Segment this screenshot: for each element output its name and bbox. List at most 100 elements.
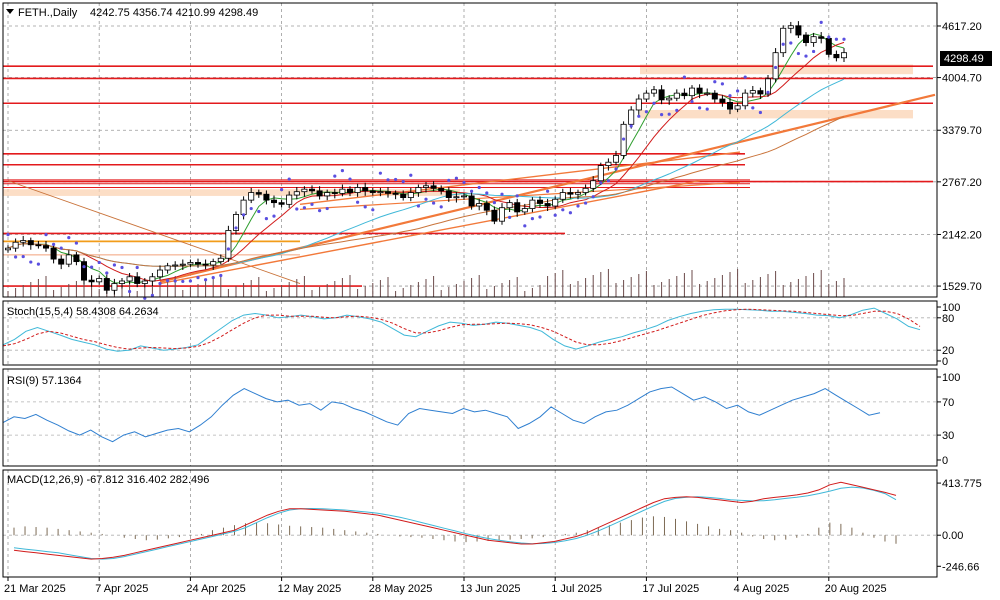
candle-body bbox=[5, 247, 11, 251]
sar-dot bbox=[812, 49, 816, 54]
sar-dot bbox=[470, 189, 474, 193]
sar-dot bbox=[21, 254, 25, 259]
sar-dot bbox=[378, 171, 382, 175]
candle-body bbox=[658, 89, 665, 101]
x-tick-label: 20 Aug 2025 bbox=[825, 583, 887, 595]
rsi-line bbox=[2, 386, 881, 443]
candle-body bbox=[483, 203, 490, 211]
candle-body bbox=[415, 187, 422, 193]
sar-dot bbox=[743, 75, 747, 79]
sar-dot bbox=[97, 260, 101, 265]
candle-body bbox=[727, 102, 734, 110]
sar-dot bbox=[462, 180, 466, 185]
sar-dot bbox=[257, 209, 261, 214]
candle-body bbox=[392, 192, 399, 195]
candle-body bbox=[506, 202, 513, 209]
rsi-title: RSI(9) 57.1364 bbox=[7, 375, 82, 387]
candle-body bbox=[103, 278, 110, 291]
candle-body bbox=[149, 276, 156, 282]
rsi-y-tick-label: 70 bbox=[942, 397, 954, 409]
sar-dot bbox=[523, 224, 527, 228]
sar-dot bbox=[751, 106, 755, 110]
volume-bars bbox=[7, 269, 845, 297]
candle-body bbox=[43, 245, 50, 249]
candle-body bbox=[210, 261, 217, 266]
sar-dot bbox=[606, 179, 611, 183]
sar-dot bbox=[52, 242, 56, 246]
macd-line bbox=[13, 486, 897, 560]
sar-dot bbox=[728, 94, 732, 98]
sar-dot bbox=[226, 247, 230, 251]
candle-body bbox=[293, 191, 300, 196]
trend-line bbox=[159, 180, 701, 285]
sar-dot bbox=[705, 107, 709, 111]
sar-dot bbox=[59, 246, 63, 250]
sar-dot bbox=[318, 209, 322, 213]
candle-body bbox=[270, 199, 277, 204]
candle-body bbox=[346, 188, 353, 193]
candle-body bbox=[742, 92, 749, 107]
candle-body bbox=[780, 27, 787, 54]
macd-title: MACD(12,26,9) -67.812 316.402 282.496 bbox=[7, 474, 209, 486]
sar-dot bbox=[774, 65, 778, 70]
macd-signal-line bbox=[13, 481, 897, 560]
collapse-triangle-icon[interactable] bbox=[6, 9, 14, 14]
sar-dot bbox=[561, 208, 565, 212]
sar-dot bbox=[280, 187, 284, 192]
x-tick-label: 4 Aug 2025 bbox=[734, 583, 790, 595]
ohlc-values: 4242.75 4356.74 4210.99 4298.49 bbox=[90, 7, 258, 19]
candle-body bbox=[757, 90, 764, 95]
sar-dot bbox=[128, 289, 132, 294]
sar-dot bbox=[173, 279, 177, 283]
candle-body bbox=[422, 185, 429, 188]
macd-y-tick-label: 413.775 bbox=[942, 478, 982, 490]
candle-body bbox=[58, 258, 65, 265]
sar-dot bbox=[576, 204, 580, 208]
candle-body bbox=[187, 262, 194, 265]
candle-body bbox=[278, 202, 285, 205]
candle-body bbox=[354, 187, 361, 193]
x-tick-label: 13 Jun 2025 bbox=[460, 583, 521, 595]
candle-body bbox=[544, 203, 551, 207]
candle-body bbox=[194, 262, 201, 265]
sar-dot bbox=[477, 185, 481, 190]
sar-dot bbox=[530, 217, 535, 221]
rsi-panel bbox=[2, 386, 937, 443]
sar-dot bbox=[295, 207, 299, 211]
sar-dot bbox=[766, 90, 770, 94]
candle-body bbox=[719, 98, 726, 103]
sar-dot bbox=[120, 265, 124, 270]
sar-dot bbox=[485, 191, 489, 195]
sar-dot bbox=[736, 89, 740, 93]
candle-body bbox=[126, 276, 133, 282]
sar-dot bbox=[394, 177, 398, 182]
sar-dot bbox=[29, 260, 33, 264]
stochastic-panel bbox=[2, 307, 937, 352]
candle-body bbox=[521, 208, 528, 213]
sar-dot bbox=[629, 124, 633, 128]
sar-dot bbox=[105, 271, 109, 275]
candle-body bbox=[666, 97, 673, 101]
candlesticks bbox=[5, 21, 848, 295]
candle-body bbox=[301, 188, 308, 193]
symbol-label: FETH.,Daily bbox=[18, 7, 78, 19]
sar-dot bbox=[234, 226, 238, 230]
sar-dot bbox=[439, 205, 443, 209]
last-price-tag bbox=[940, 51, 992, 66]
sar-dot bbox=[14, 255, 18, 259]
candle-body bbox=[803, 34, 810, 43]
candle-body bbox=[460, 195, 467, 198]
candle-body bbox=[400, 193, 407, 198]
sar-dot bbox=[614, 167, 618, 171]
candle-body bbox=[445, 190, 452, 198]
sar-dot bbox=[827, 35, 831, 39]
x-tick-label: 24 Apr 2025 bbox=[186, 583, 245, 595]
price-y-tick-label: 2767.20 bbox=[942, 177, 982, 189]
candle-body bbox=[597, 165, 604, 182]
candle-body bbox=[635, 98, 642, 111]
sar-dot bbox=[401, 179, 405, 184]
candle-body bbox=[491, 209, 498, 222]
sar-dot bbox=[249, 206, 253, 211]
rsi-y-tick-label: 100 bbox=[942, 372, 960, 384]
